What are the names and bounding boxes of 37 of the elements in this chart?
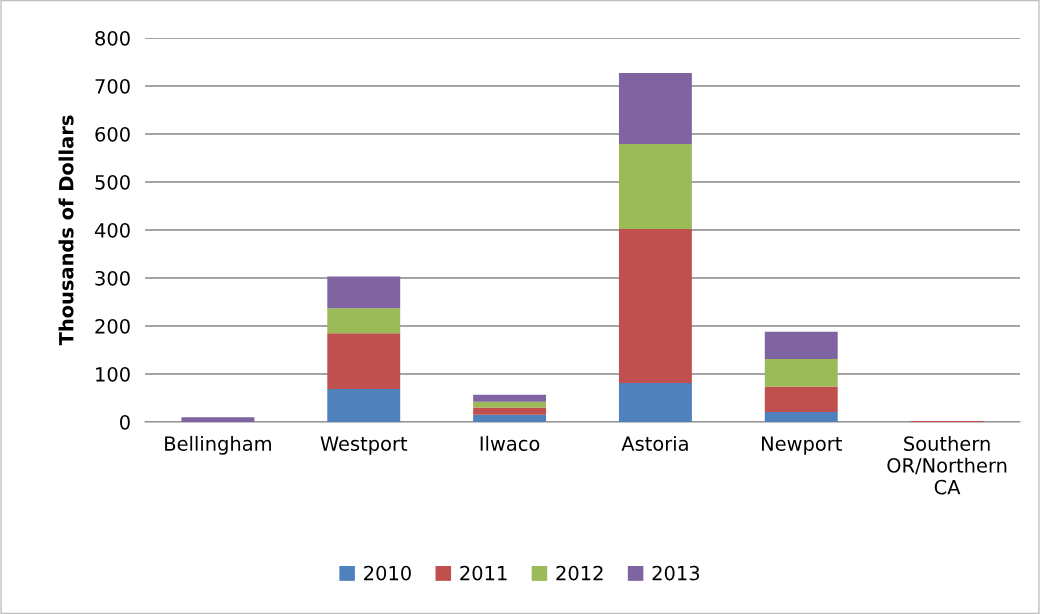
bar	[327, 308, 401, 334]
y-tick-label: 500	[95, 174, 130, 190]
bar	[473, 401, 547, 408]
bar	[618, 73, 692, 145]
bar	[618, 229, 692, 384]
bar	[473, 407, 547, 415]
bar	[764, 411, 838, 422]
x-tick-label: Southern OR/Northern CA	[887, 435, 1007, 495]
y-tick-label: 800	[95, 30, 130, 46]
legend-label: 2013	[652, 565, 700, 581]
x-tick-label: Newport	[762, 436, 842, 455]
bar	[764, 386, 838, 412]
x-tick-label: Westport	[320, 436, 408, 455]
bar	[327, 333, 401, 389]
y-tick-label: 200	[95, 318, 130, 334]
y-tick-label: 600	[95, 126, 130, 142]
bar	[327, 276, 401, 309]
bar	[181, 417, 255, 422]
legend-label: 2011	[460, 565, 507, 581]
y-tick-label: 300	[95, 270, 130, 286]
y-tick-label: 700	[95, 78, 130, 94]
bar	[473, 414, 547, 422]
x-tick-label: Bellingham	[165, 435, 271, 455]
legend-label: 2010	[364, 565, 411, 581]
bar	[764, 359, 838, 387]
bar	[473, 394, 547, 402]
bar	[618, 383, 692, 422]
legend-label: 2012	[556, 565, 603, 581]
bar	[618, 144, 692, 230]
y-axis-title: Thousands of Dollars	[58, 115, 74, 346]
y-tick-label: 100	[96, 366, 130, 382]
x-tick-label: Astoria	[621, 435, 688, 451]
y-tick-label: 0	[120, 414, 130, 430]
bar	[327, 388, 401, 422]
bar	[764, 331, 838, 360]
y-tick-label: 400	[94, 222, 130, 238]
x-tick-label: Ilwaco	[480, 435, 540, 451]
